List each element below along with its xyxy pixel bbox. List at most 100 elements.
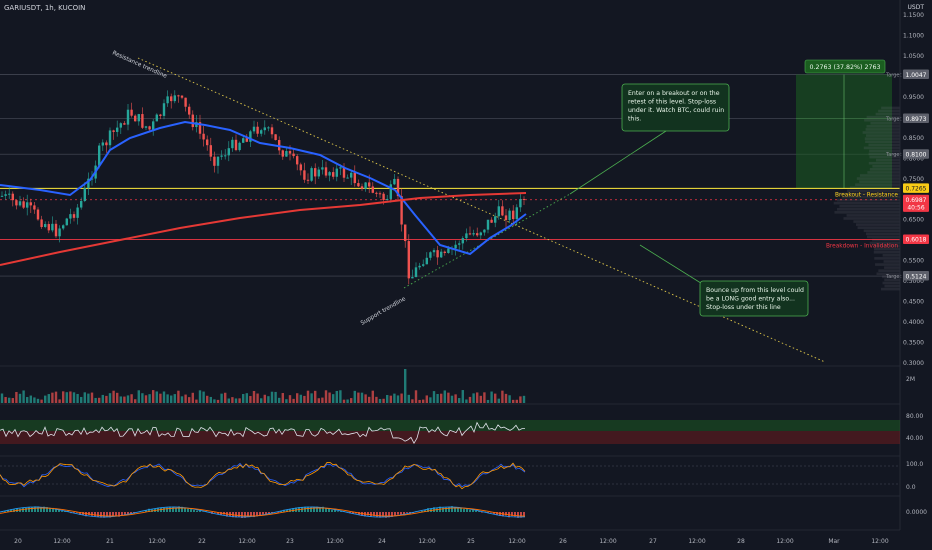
macd-bar — [112, 512, 114, 516]
volume-bar — [40, 400, 42, 403]
macd-bar — [406, 512, 408, 513]
volume-bar — [429, 397, 431, 403]
bounce-note-pointer — [640, 245, 704, 285]
volume-bar — [199, 390, 201, 403]
volume-bar — [116, 393, 118, 403]
rsi-oversold-zone — [0, 431, 900, 444]
volume-bar — [379, 399, 381, 403]
volume-bar — [1, 394, 3, 403]
volume-profile-bar — [834, 202, 900, 205]
target-label: Target — [885, 274, 902, 280]
macd-bar — [61, 511, 63, 512]
volume-bar — [22, 390, 24, 403]
candle-body — [328, 172, 330, 175]
volume-bar — [494, 394, 496, 403]
candle-body — [458, 243, 460, 244]
candle-body — [206, 139, 208, 145]
volume-bar — [271, 392, 273, 403]
volume-bar — [256, 394, 258, 403]
macd-bar — [28, 507, 30, 512]
volume-bar — [469, 397, 471, 403]
price-tick-label: 0.3000 — [903, 360, 924, 367]
volume-bar — [418, 400, 420, 403]
volume-profile-bar — [868, 143, 900, 146]
volume-bar — [170, 396, 172, 403]
macd-bar — [250, 512, 252, 516]
volume-profile-bar — [867, 171, 900, 174]
volume-profile-bar — [869, 162, 900, 165]
volume-bar — [130, 394, 132, 403]
candle-body — [170, 96, 172, 101]
volume-bar — [282, 393, 284, 403]
time-axis-label: 12:00 — [326, 538, 343, 545]
price-tick-label: 0.4500 — [903, 299, 924, 306]
volume-bar — [206, 396, 208, 403]
candle-body — [98, 146, 100, 166]
macd-bar — [94, 512, 96, 516]
volume-bar — [120, 396, 122, 403]
macd-bar — [172, 507, 174, 512]
volume-bar — [487, 400, 489, 403]
candle-body — [523, 199, 525, 200]
macd-bar — [4, 511, 6, 512]
volume-bar — [289, 395, 291, 403]
candle-body — [246, 138, 248, 142]
candle-body — [48, 224, 50, 230]
macd-bar — [196, 511, 198, 512]
macd-bar — [370, 512, 372, 516]
volume-bar — [267, 396, 269, 403]
volume-axis-label: 2M — [906, 376, 915, 383]
candle-body — [501, 206, 503, 215]
macd-bar — [121, 512, 123, 515]
volume-bar — [84, 392, 86, 403]
time-axis-label: 12:00 — [776, 538, 793, 545]
stoch-d-line — [0, 462, 525, 488]
volume-bar — [76, 394, 78, 403]
volume-bar — [37, 399, 39, 403]
candle-body — [314, 168, 316, 176]
volume-bar — [472, 393, 474, 403]
candle-body — [235, 140, 237, 150]
volume-bar — [343, 400, 345, 403]
macd-bar — [73, 512, 75, 513]
volume-bar — [159, 394, 161, 403]
macd-bar — [190, 509, 192, 512]
breakdown-level-label: Breakdown - Invalidation — [826, 243, 898, 249]
candle-body — [498, 206, 500, 216]
candle-body — [375, 193, 377, 194]
time-axis-label: 24 — [378, 538, 386, 545]
price-badge-label: 1.0047 — [906, 72, 927, 79]
candle-body — [454, 245, 456, 249]
macd-bar — [337, 511, 339, 512]
volume-bar — [127, 395, 129, 403]
candle-body — [37, 210, 39, 220]
candle-body — [130, 110, 132, 116]
resistance-trendline-label: Resistance trendline — [111, 50, 168, 80]
volume-bar — [332, 394, 334, 403]
target-label: Target — [885, 72, 902, 78]
price-tick-label: 0.7500 — [903, 176, 924, 183]
entry-note-text: this. — [628, 116, 641, 123]
volume-profile-bar — [856, 223, 900, 226]
volume-bar — [483, 392, 485, 403]
volume-profile-bar — [884, 260, 900, 263]
time-axis-label: 21 — [106, 538, 114, 545]
candle-body — [62, 225, 64, 228]
candle-body — [163, 103, 165, 116]
volume-bar — [138, 390, 140, 403]
volume-bar — [426, 395, 428, 403]
volume-bar — [292, 399, 294, 403]
candle-body — [217, 157, 219, 166]
candle-body — [339, 167, 341, 168]
volume-bar — [307, 391, 309, 403]
candle-body — [184, 98, 186, 107]
price-tick-label: 0.9500 — [903, 94, 924, 101]
volume-bar — [51, 393, 53, 403]
volume-bar — [55, 392, 57, 403]
price-badge-label: 0.8100 — [906, 152, 927, 159]
candle-body — [372, 186, 374, 192]
volume-bar — [98, 398, 100, 403]
volume-profile-bar — [864, 147, 900, 150]
volume-bar — [415, 390, 417, 403]
